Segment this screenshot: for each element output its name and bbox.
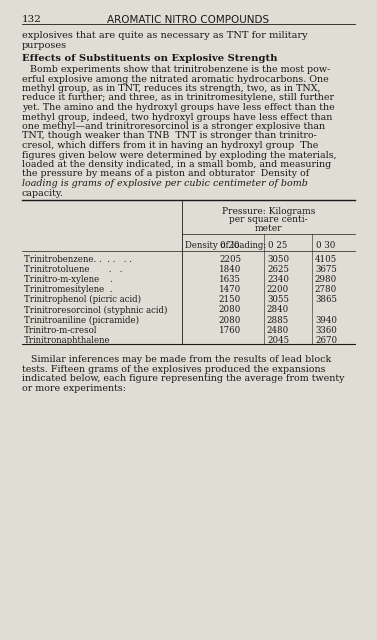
Text: 1840: 1840 <box>219 265 241 274</box>
Text: Density of loading:: Density of loading: <box>185 241 266 250</box>
Text: methyl group, indeed, two hydroxyl groups have less effect than: methyl group, indeed, two hydroxyl group… <box>22 113 333 122</box>
Text: 2150: 2150 <box>219 295 241 304</box>
Text: 2980: 2980 <box>315 275 337 284</box>
Text: the pressure by means of a piston and obturator  Density of: the pressure by means of a piston and ob… <box>22 170 309 179</box>
Text: 132: 132 <box>22 15 42 24</box>
Text: methyl group, as in TNT, reduces its strength, two, as in TNX,: methyl group, as in TNT, reduces its str… <box>22 84 320 93</box>
Text: 4105: 4105 <box>315 255 337 264</box>
Text: yet. The amino and the hydroxyl groups have less effect than the: yet. The amino and the hydroxyl groups h… <box>22 103 335 112</box>
Text: tests. Fifteen grams of the explosives produced the expansions: tests. Fifteen grams of the explosives p… <box>22 365 325 374</box>
Text: reduce it further; and three, as in trinitromesitylene, still further: reduce it further; and three, as in trin… <box>22 93 334 102</box>
Text: 1470: 1470 <box>219 285 241 294</box>
Text: TNT, though weaker than TNB  TNT is stronger than trinitro-: TNT, though weaker than TNB TNT is stron… <box>22 131 317 141</box>
Text: 3865: 3865 <box>315 295 337 304</box>
Text: 2045: 2045 <box>267 336 289 345</box>
Text: 0 20: 0 20 <box>220 241 240 250</box>
Text: Trinitromesitylene  .: Trinitromesitylene . <box>24 285 112 294</box>
Text: AROMATIC NITRO COMPOUNDS: AROMATIC NITRO COMPOUNDS <box>107 15 269 25</box>
Text: 2080: 2080 <box>219 305 241 314</box>
Text: Pressure: Kilograms: Pressure: Kilograms <box>222 207 315 216</box>
Text: Trinitrophenol (picric acid): Trinitrophenol (picric acid) <box>24 295 141 305</box>
Text: loaded at the density indicated, in a small bomb, and measuring: loaded at the density indicated, in a sm… <box>22 160 331 169</box>
Text: cresol, which differs from it in having an hydroxyl group  The: cresol, which differs from it in having … <box>22 141 318 150</box>
Text: Trinitro-m-xylene    .: Trinitro-m-xylene . <box>24 275 113 284</box>
Text: Trinitrotoluene       .   .: Trinitrotoluene . . <box>24 265 123 274</box>
Text: Bomb experiments show that trinitrobenzene is the most pow-: Bomb experiments show that trinitrobenze… <box>30 65 330 74</box>
Text: 0 30: 0 30 <box>316 241 336 250</box>
Text: figures given below were determined by exploding the materials,: figures given below were determined by e… <box>22 150 337 159</box>
Text: Trinitroaniline (picramide): Trinitroaniline (picramide) <box>24 316 139 325</box>
Text: 3360: 3360 <box>315 326 337 335</box>
Text: indicated below, each figure representing the average from twenty: indicated below, each figure representin… <box>22 374 345 383</box>
Text: purposes: purposes <box>22 41 67 50</box>
Text: 2885: 2885 <box>267 316 289 324</box>
Text: Trinitrobenzene. .  . .   . .: Trinitrobenzene. . . . . . <box>24 255 132 264</box>
Text: 1760: 1760 <box>219 326 241 335</box>
Text: 2205: 2205 <box>219 255 241 264</box>
Text: 3055: 3055 <box>267 295 289 304</box>
Text: meter: meter <box>255 224 282 233</box>
Text: 0 25: 0 25 <box>268 241 288 250</box>
Text: per square centi-: per square centi- <box>229 216 308 225</box>
Text: 3675: 3675 <box>315 265 337 274</box>
Text: explosives that are quite as necessary as TNT for military: explosives that are quite as necessary a… <box>22 31 308 40</box>
Text: Trinitro-m-cresol: Trinitro-m-cresol <box>24 326 98 335</box>
Text: 2080: 2080 <box>219 316 241 324</box>
Text: 2480: 2480 <box>267 326 289 335</box>
Text: loading is grams of explosive per cubic centimeter of bomb: loading is grams of explosive per cubic … <box>22 179 308 188</box>
Text: 2200: 2200 <box>267 285 289 294</box>
Text: 3940: 3940 <box>315 316 337 324</box>
Text: or more experiments:: or more experiments: <box>22 384 126 393</box>
Text: Trinitronaphthalene: Trinitronaphthalene <box>24 336 110 345</box>
Text: 2625: 2625 <box>267 265 289 274</box>
Text: erful explosive among the nitrated aromatic hydrocarbons. One: erful explosive among the nitrated aroma… <box>22 74 329 83</box>
Text: 2340: 2340 <box>267 275 289 284</box>
Text: one methyl—and trinitroresorcinol is a stronger explosive than: one methyl—and trinitroresorcinol is a s… <box>22 122 325 131</box>
Text: 2780: 2780 <box>315 285 337 294</box>
Text: 3050: 3050 <box>267 255 289 264</box>
Text: capacity.: capacity. <box>22 189 64 198</box>
Text: 1635: 1635 <box>219 275 241 284</box>
Text: Similar inferences may be made from the results of lead block: Similar inferences may be made from the … <box>22 355 331 364</box>
Text: 2670: 2670 <box>315 336 337 345</box>
Text: 2840: 2840 <box>267 305 289 314</box>
Text: Effects of Substituents on Explosive Strength: Effects of Substituents on Explosive Str… <box>22 54 277 63</box>
Text: Trinitroresorcinol (styphnic acid): Trinitroresorcinol (styphnic acid) <box>24 305 167 315</box>
